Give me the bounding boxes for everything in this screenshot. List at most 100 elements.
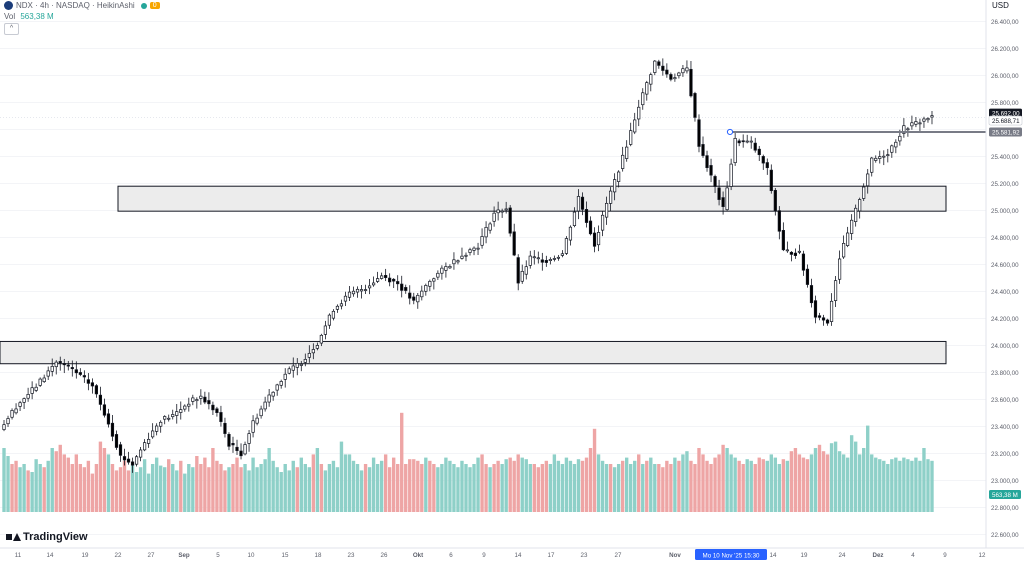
candle-body	[777, 210, 781, 232]
volume-bar	[46, 460, 50, 512]
price-label-box	[989, 108, 1022, 118]
volume-bar	[335, 467, 340, 512]
volume-bar	[154, 457, 159, 512]
volume-bar	[817, 444, 822, 512]
x-tick-label: 27	[615, 552, 622, 559]
tradingview-logo-text: TradingView	[23, 531, 88, 543]
candle-body	[609, 190, 613, 204]
candle-body	[452, 259, 456, 265]
candle-body	[613, 179, 617, 193]
volume-bar	[283, 464, 287, 512]
volume-bar	[98, 441, 103, 512]
tradingview-logo[interactable]: TradingView	[6, 531, 88, 543]
volume-bar	[733, 457, 737, 512]
volume-bar	[448, 460, 452, 512]
volume-bar	[705, 460, 709, 512]
volume-bar	[78, 464, 83, 512]
volume-bar	[472, 464, 476, 512]
x-tick-label: 14	[770, 552, 777, 559]
volume-bar	[416, 460, 420, 512]
volume-bar	[629, 464, 633, 512]
candle-body	[870, 157, 874, 173]
candle-body	[187, 403, 191, 407]
volume-bar	[685, 451, 689, 512]
x-tick-label: 9	[943, 552, 947, 559]
volume-bar	[408, 459, 412, 512]
candle-body	[287, 368, 291, 374]
volume-bar	[741, 464, 745, 512]
currency-label[interactable]: USD	[992, 1, 1009, 10]
x-tick-label: Nov	[669, 552, 681, 559]
y-tick-label: 22.800,00	[991, 505, 1019, 512]
price-axis-bg	[986, 0, 1024, 561]
candle-body	[315, 345, 319, 349]
volume-bar	[391, 457, 396, 512]
volume-bar	[572, 464, 577, 512]
horizontal-line[interactable]	[726, 128, 986, 136]
candle-body	[508, 207, 512, 234]
x-tick-label: 14	[515, 552, 522, 559]
volume-bar	[375, 464, 380, 512]
volume-bar	[287, 470, 291, 512]
candle-body	[890, 145, 894, 153]
time-axis[interactable]: 11 14 19 22 27 Sep 5 10 15 18 23 26 Okt 6 9 14 17 23 27 Nov…	[0, 547, 1024, 560]
volume-bar	[82, 467, 87, 512]
volume-bar	[524, 459, 528, 512]
candle-body	[906, 128, 910, 131]
volume-bar	[215, 460, 219, 512]
candle-body	[540, 259, 544, 263]
candle-body	[552, 258, 556, 260]
candle-body	[769, 169, 773, 192]
candle-body	[886, 154, 890, 157]
volume-bar	[106, 454, 111, 512]
candle-body	[86, 379, 90, 384]
candle-body	[829, 300, 834, 322]
alerts-badge[interactable]: 0	[149, 2, 160, 9]
candle-body	[343, 295, 348, 302]
x-tick-label: 9	[482, 552, 486, 559]
volume-bar	[821, 451, 826, 512]
candle-body	[371, 282, 376, 286]
x-tick-label: 10	[248, 552, 255, 559]
y-tick-label: 26.000,00	[991, 73, 1019, 80]
y-tick-label: 23.600,00	[991, 397, 1019, 404]
volume-bar	[183, 473, 187, 512]
volume-bar	[299, 457, 303, 512]
price-label-box	[989, 127, 1022, 137]
volume-bar	[295, 467, 299, 512]
candle-body	[54, 361, 58, 368]
price-label: 25.688,71	[992, 118, 1020, 125]
volume-bar	[191, 467, 195, 512]
y-tick-label: 23.400,00	[991, 424, 1019, 431]
candle-body	[765, 162, 769, 169]
candle-body	[183, 405, 187, 410]
candle-body	[219, 412, 223, 422]
volume-bar	[175, 470, 179, 512]
candle-body	[789, 251, 793, 255]
volume-bar	[785, 460, 790, 512]
candlesticks	[2, 58, 934, 473]
x-tick-label: 19	[801, 552, 808, 559]
symbol-header[interactable]: NDX · 4h · NASDAQ · HeikinAshi 0	[4, 1, 160, 10]
volume-bar	[396, 464, 400, 512]
candle-body	[235, 446, 239, 451]
volume-bar	[102, 448, 107, 512]
candle-body	[560, 253, 565, 256]
candle-body	[195, 399, 199, 402]
candle-body	[701, 144, 705, 156]
x-tick-label: 15	[282, 552, 289, 559]
candle-body	[448, 266, 452, 269]
candle-body	[866, 173, 870, 187]
volume-bars	[2, 412, 934, 512]
candle-body	[307, 352, 311, 358]
collapse-legend-button[interactable]: ^	[4, 23, 19, 35]
price-axis[interactable]: 22.600,00 22.800,00 23.000,00 23.200,00 23.4…	[985, 0, 1024, 561]
volume-bar	[841, 454, 846, 512]
volume-bar	[681, 454, 685, 512]
volume-bar	[74, 454, 79, 512]
x-tick-label: 26	[381, 552, 388, 559]
volume-bar	[886, 464, 890, 512]
y-tick-label: 23.200,00	[991, 451, 1019, 458]
x-tick-label: 6	[449, 552, 453, 559]
